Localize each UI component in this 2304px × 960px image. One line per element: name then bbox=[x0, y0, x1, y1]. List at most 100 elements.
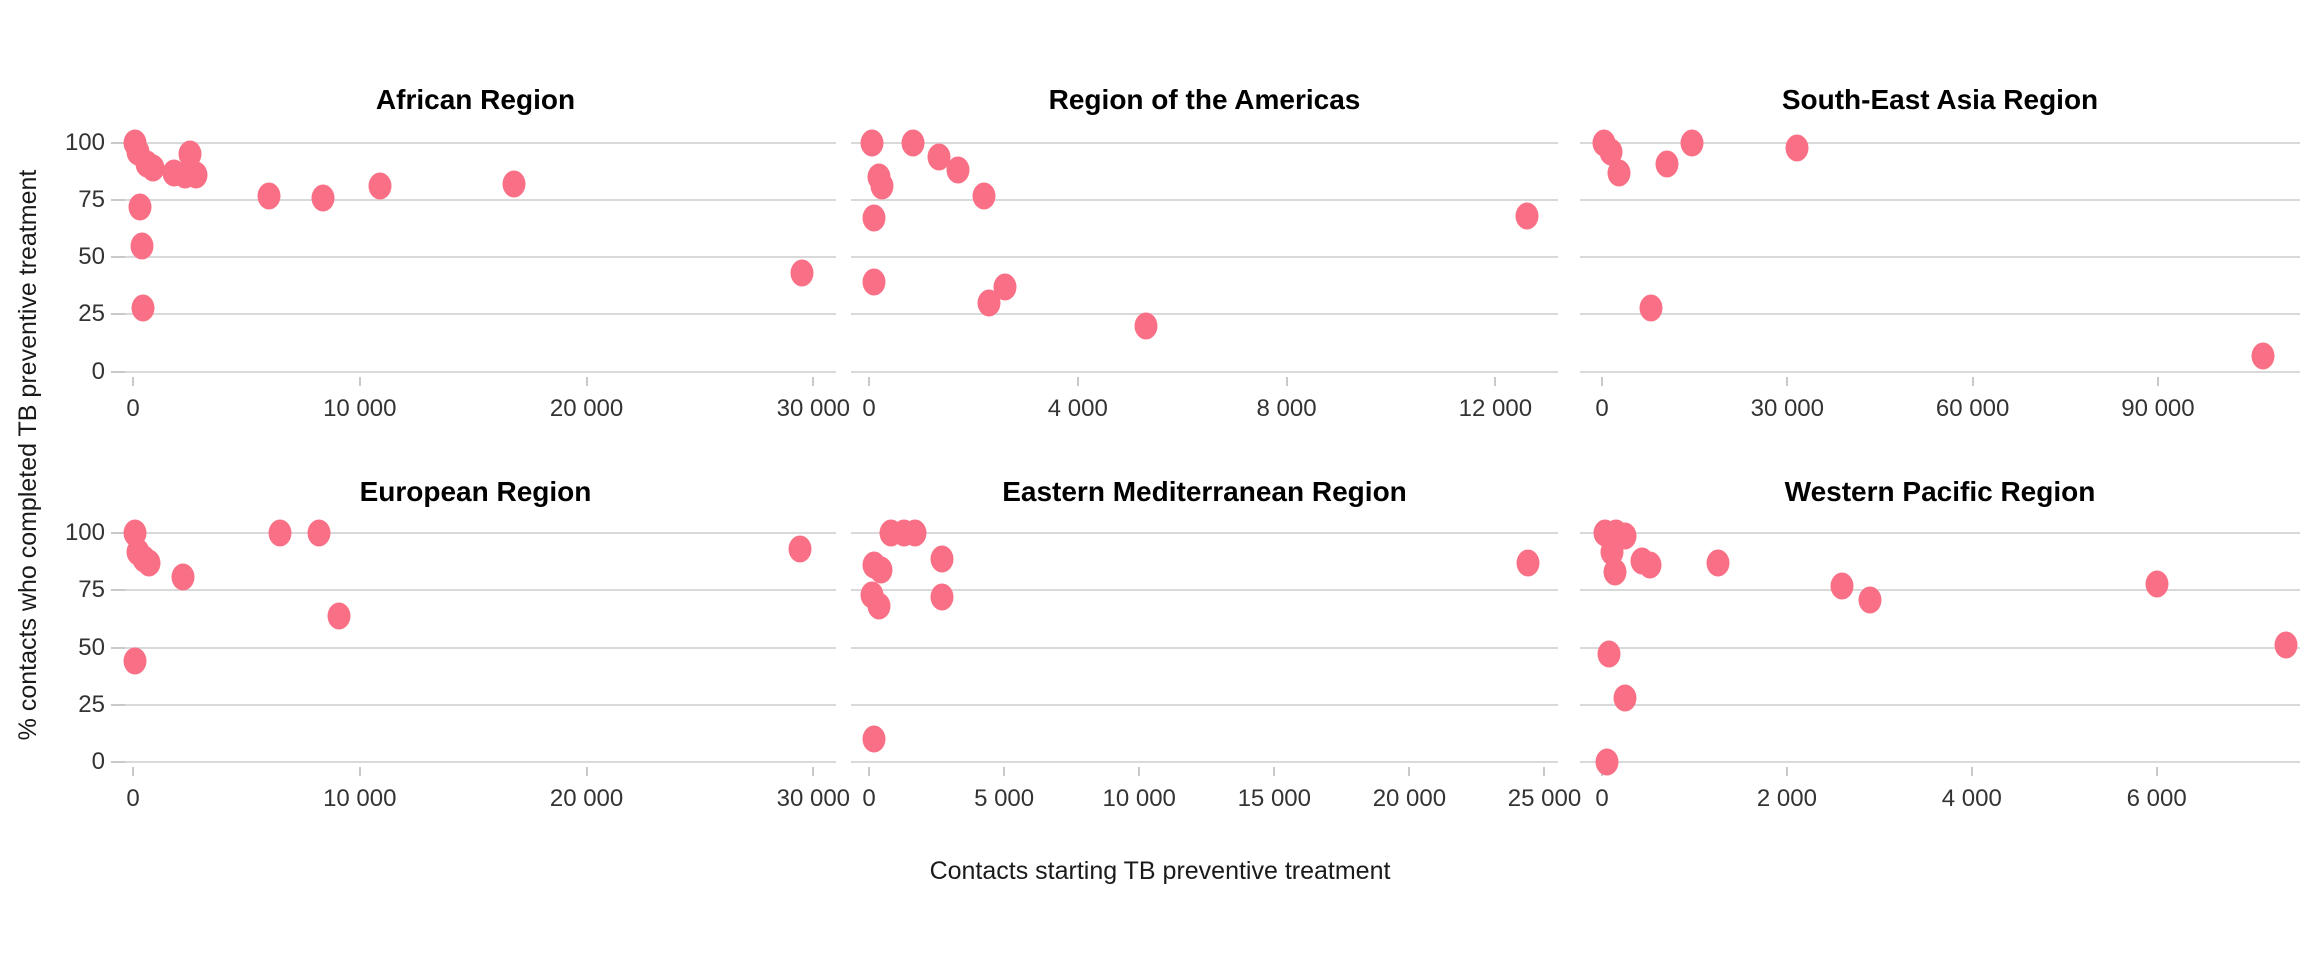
x-tick-mark bbox=[585, 767, 588, 776]
x-tick-mark bbox=[1971, 377, 1974, 386]
data-point bbox=[1655, 150, 1679, 178]
x-axis-label: Contacts starting TB preventive treatmen… bbox=[929, 857, 1391, 885]
data-point bbox=[123, 647, 147, 675]
y-tick-label: 50 bbox=[78, 633, 105, 661]
x-tick-mark bbox=[1408, 767, 1411, 776]
gridline-y-75 bbox=[851, 589, 1558, 592]
x-tick-mark bbox=[1273, 767, 1276, 776]
x-tick-label: 4 000 bbox=[1047, 395, 1108, 422]
x-tick-label: 30 000 bbox=[776, 785, 851, 812]
y-tick-mark bbox=[111, 646, 125, 649]
x-tick-label: 10 000 bbox=[323, 785, 397, 812]
x-tick-mark bbox=[1543, 767, 1546, 776]
data-point bbox=[141, 154, 165, 182]
data-point bbox=[128, 193, 152, 221]
y-tick-label: 50 bbox=[78, 243, 105, 271]
data-point bbox=[1516, 549, 1540, 577]
y-tick-mark bbox=[111, 142, 125, 144]
panel-title: South-East Asia Region bbox=[1781, 84, 2099, 115]
x-tick-mark bbox=[1138, 767, 1141, 776]
data-point bbox=[311, 184, 335, 212]
panel-title: European Region bbox=[359, 476, 592, 507]
data-point bbox=[1638, 551, 1662, 579]
data-point bbox=[178, 140, 202, 168]
gridline-y-100 bbox=[115, 532, 836, 535]
y-tick-mark bbox=[111, 703, 125, 706]
gridline-y-75 bbox=[1580, 199, 2300, 202]
data-point bbox=[1706, 549, 1730, 577]
gridline-y-25 bbox=[1580, 703, 2300, 706]
data-point bbox=[1785, 134, 1809, 162]
gridline-y-50 bbox=[851, 646, 1558, 649]
panel-title: Eastern Mediterranean Region bbox=[1002, 476, 1407, 507]
y-tick-label: 100 bbox=[64, 519, 105, 547]
data-point bbox=[1599, 138, 1623, 166]
data-point bbox=[1595, 748, 1619, 776]
x-tick-mark bbox=[868, 377, 870, 386]
x-tick-mark bbox=[1003, 767, 1006, 776]
x-tick-mark bbox=[1494, 377, 1497, 386]
gridline-y-25 bbox=[1580, 313, 2300, 316]
x-tick-mark bbox=[2155, 767, 2158, 776]
y-tick-mark bbox=[111, 256, 125, 259]
x-tick-mark bbox=[812, 377, 815, 386]
gridline-y-75 bbox=[851, 199, 1558, 202]
data-point bbox=[862, 725, 886, 753]
x-tick-mark bbox=[132, 377, 134, 386]
y-tick-mark bbox=[111, 760, 125, 763]
gridline-y-100 bbox=[1580, 142, 2300, 144]
data-point bbox=[184, 161, 208, 189]
data-point bbox=[1607, 159, 1631, 187]
data-point bbox=[131, 294, 155, 322]
y-tick-label: 75 bbox=[78, 576, 105, 604]
y-tick-mark bbox=[111, 313, 125, 316]
x-tick-label: 25 000 bbox=[1507, 785, 1582, 812]
x-tick-label: 10 000 bbox=[1102, 785, 1176, 812]
panel-title: Western Pacific Region bbox=[1784, 476, 2096, 507]
x-tick-label: 12 000 bbox=[1458, 395, 1533, 422]
gridline-y-50 bbox=[1580, 256, 2300, 259]
x-tick-label: 0 bbox=[126, 395, 140, 422]
y-tick-label: 25 bbox=[78, 300, 105, 328]
data-point bbox=[972, 182, 996, 210]
gridline-y-0 bbox=[851, 760, 1558, 763]
data-point bbox=[862, 204, 886, 232]
x-tick-mark bbox=[1285, 377, 1288, 386]
data-point bbox=[946, 156, 970, 184]
data-point bbox=[137, 549, 161, 577]
panel-title: Region of the Americas bbox=[1048, 84, 1361, 115]
data-point bbox=[860, 129, 884, 157]
x-tick-mark bbox=[868, 767, 870, 776]
y-tick-label: 0 bbox=[91, 747, 105, 775]
data-point bbox=[2251, 342, 2275, 370]
gridline-y-75 bbox=[115, 589, 836, 592]
data-point bbox=[788, 535, 812, 563]
data-point bbox=[1680, 129, 1704, 157]
gridline-y-50 bbox=[115, 256, 836, 259]
data-point bbox=[927, 143, 951, 171]
data-point bbox=[2274, 631, 2298, 659]
gridline-y-0 bbox=[851, 370, 1558, 373]
data-point bbox=[930, 545, 954, 572]
data-point bbox=[130, 232, 154, 260]
x-tick-mark bbox=[1785, 767, 1788, 776]
gridline-y-75 bbox=[115, 199, 836, 202]
gridline-y-0 bbox=[115, 760, 836, 763]
data-point bbox=[268, 519, 292, 547]
gridline-y-100 bbox=[115, 142, 836, 144]
x-tick-label: 90 000 bbox=[2121, 395, 2195, 422]
data-point bbox=[1603, 558, 1627, 586]
data-point bbox=[1830, 572, 1854, 600]
data-point bbox=[2145, 570, 2169, 598]
x-tick-label: 15 000 bbox=[1237, 785, 1311, 812]
x-tick-label: 0 bbox=[1595, 785, 1609, 812]
y-tick-mark bbox=[111, 199, 125, 202]
gridline-y-75 bbox=[1580, 589, 2300, 592]
x-tick-mark bbox=[358, 377, 361, 386]
data-point bbox=[1639, 294, 1663, 322]
y-tick-mark bbox=[111, 370, 125, 373]
x-tick-label: 20 000 bbox=[549, 395, 624, 422]
data-point bbox=[1134, 312, 1158, 340]
data-point bbox=[790, 259, 814, 287]
